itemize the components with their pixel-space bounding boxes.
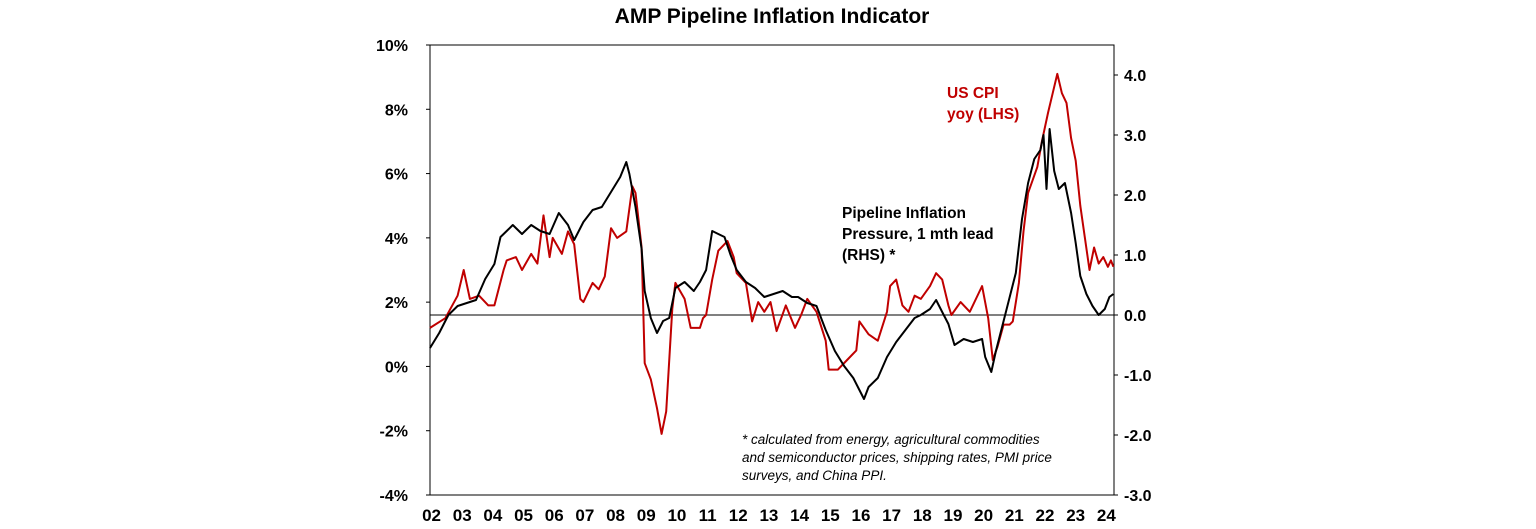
- left-tick-label: -2%: [380, 424, 408, 441]
- x-tick-label: 20: [974, 506, 993, 525]
- cpi-annotation-line: yoy (LHS): [947, 106, 1019, 123]
- x-tick-label: 13: [759, 506, 778, 525]
- x-tick-label: 17: [882, 506, 901, 525]
- right-tick-label: -2.0: [1124, 428, 1152, 445]
- x-tick-label: 02: [422, 506, 441, 525]
- right-tick-label: -1.0: [1124, 368, 1152, 385]
- right-axis: -3.0 -2.0 -1.0 0.0 1.0 2.0 3.0 4.0: [1114, 68, 1152, 505]
- pipeline-annotation-line: (RHS) *: [842, 247, 896, 264]
- x-tick-label: 22: [1036, 506, 1055, 525]
- x-tick-label: 09: [637, 506, 656, 525]
- left-tick-label: -4%: [380, 488, 408, 505]
- x-tick-label: 23: [1066, 506, 1085, 525]
- cpi-annotation-line: US CPI: [947, 85, 999, 102]
- x-tick-label: 05: [514, 506, 533, 525]
- pipeline-annotation: Pipeline Inflation Pressure, 1 mth lead …: [842, 205, 998, 264]
- left-tick-label: 6%: [385, 167, 408, 184]
- x-tick-label: 12: [729, 506, 748, 525]
- x-tick-label: 11: [699, 506, 717, 525]
- right-tick-label: 2.0: [1124, 188, 1146, 205]
- left-tick-label: 2%: [385, 295, 408, 312]
- cpi-annotation: US CPI yoy (LHS): [947, 85, 1019, 123]
- x-tick-label: 06: [545, 506, 564, 525]
- right-tick-label: 4.0: [1124, 68, 1146, 85]
- x-tick-label: 16: [851, 506, 870, 525]
- right-tick-label: 3.0: [1124, 128, 1146, 145]
- x-tick-label: 21: [1005, 506, 1024, 525]
- x-tick-label: 14: [790, 506, 809, 525]
- x-tick-label: 18: [913, 506, 932, 525]
- x-tick-label: 08: [606, 506, 625, 525]
- series-us-cpi-line: [429, 72, 1115, 435]
- left-tick-label: 10%: [376, 38, 408, 55]
- right-tick-label: 1.0: [1124, 248, 1146, 265]
- plot-area: [429, 44, 1115, 496]
- x-tick-label: 19: [944, 506, 963, 525]
- x-axis: 02 03 04 05 06 07 08 09 10 11 12 13 14 15 16 17 18 19 20 21…: [422, 506, 1116, 525]
- footnote-line: and semiconductor prices, shipping rates…: [742, 450, 1052, 465]
- x-tick-label: 24: [1097, 506, 1116, 525]
- x-tick-label: 15: [821, 506, 840, 525]
- left-axis: -4% -2% 0% 2% 4% 6% 8% 10%: [376, 38, 430, 505]
- left-tick-label: 0%: [385, 359, 408, 376]
- left-tick-label: 4%: [385, 231, 408, 248]
- x-tick-label: 04: [483, 506, 502, 525]
- x-tick-label: 03: [453, 506, 472, 525]
- footnote: * calculated from energy, agricultural c…: [742, 432, 1056, 483]
- left-tick-label: 8%: [385, 102, 408, 119]
- pipeline-annotation-line: Pipeline Inflation: [842, 205, 966, 222]
- chart-title: AMP Pipeline Inflation Indicator: [615, 5, 930, 28]
- right-tick-label: -3.0: [1124, 488, 1152, 505]
- right-tick-label: 0.0: [1124, 308, 1146, 325]
- series-pipeline-inflation-line: [429, 128, 1115, 400]
- x-tick-label: 10: [667, 506, 686, 525]
- x-tick-label: 07: [575, 506, 594, 525]
- footnote-line: surveys, and China PPI.: [742, 468, 887, 483]
- pipeline-annotation-line: Pressure, 1 mth lead: [842, 226, 994, 243]
- footnote-line: * calculated from energy, agricultural c…: [742, 432, 1040, 447]
